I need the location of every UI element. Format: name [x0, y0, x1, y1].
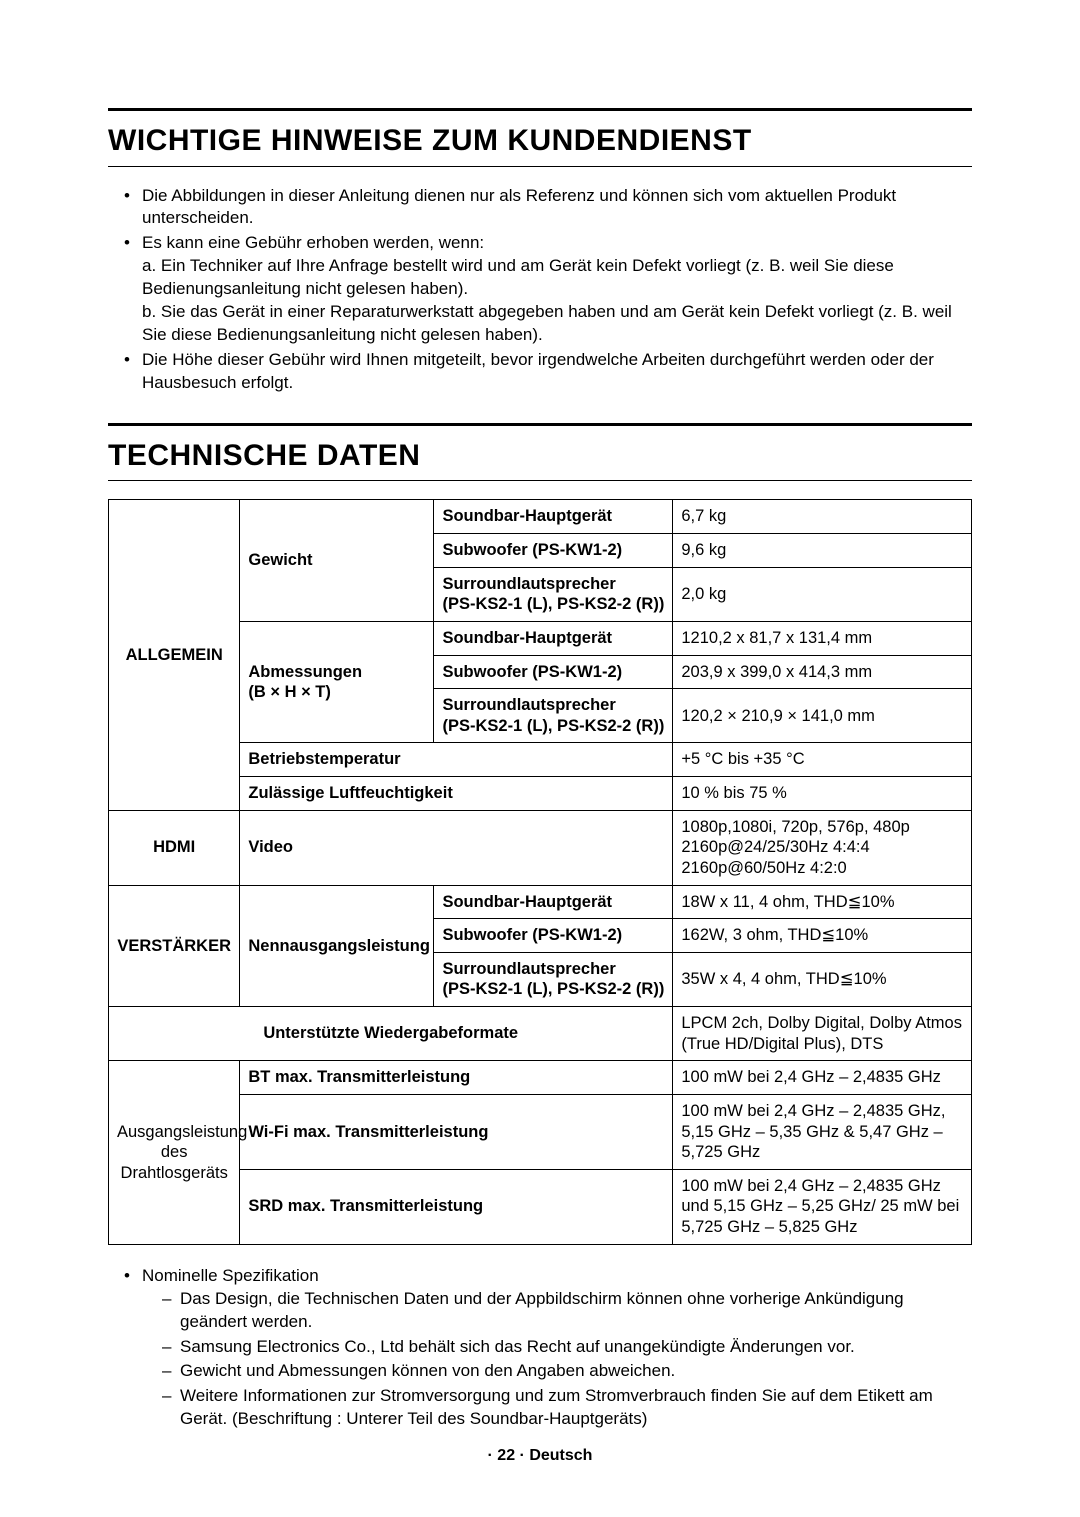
nenn-l: Nennausgangsleistung	[240, 885, 434, 1007]
gewicht-soundbar-l: Soundbar-Hauptgerät	[434, 500, 673, 534]
formate-v: LPCM 2ch, Dolby Digital, Dolby Atmos (Tr…	[673, 1007, 972, 1061]
gewicht-surr-l: Surroundlautsprecher (PS-KS2-1 (L), PS-K…	[434, 567, 673, 621]
spec-table: ALLGEMEIN Gewicht Soundbar-Hauptgerät 6,…	[108, 499, 972, 1244]
rule-top-2	[108, 423, 972, 426]
gewicht-sub-v: 9,6 kg	[673, 534, 972, 568]
feucht-l: Zulässige Luftfeuchtigkeit	[240, 777, 673, 811]
video-l: Video	[240, 810, 673, 885]
srd-v: 100 mW bei 2,4 GHz – 2,4835 GHz und 5,15…	[673, 1169, 972, 1244]
bullet-2-text: Es kann eine Gebühr erhoben werden, wenn…	[142, 233, 484, 252]
gewicht-surr-l2: (PS-KS2-1 (L), PS-KS2-2 (R))	[442, 595, 664, 613]
gewicht-sub-l: Subwoofer (PS-KW1-2)	[434, 534, 673, 568]
abm-surr-v: 120,2 × 210,9 × 141,0 mm	[673, 689, 972, 743]
abm-surr-l1: Surroundlautsprecher	[442, 696, 615, 714]
section-2-head: TECHNISCHE DATEN	[108, 436, 972, 482]
footnote-4: Weitere Informationen zur Stromversorgun…	[166, 1385, 972, 1431]
wifi-v: 100 mW bei 2,4 GHz – 2,4835 GHz, 5,15 GH…	[673, 1094, 972, 1169]
betrieb-v: +5 °C bis +35 °C	[673, 743, 972, 777]
video-v: 1080p,1080i, 720p, 576p, 480p 2160p@24/2…	[673, 810, 972, 885]
nenn-sub-l: Subwoofer (PS-KW1-2)	[434, 919, 673, 953]
footnote-lead-text: Nominelle Spezifikation	[142, 1266, 319, 1285]
nenn-soundbar-l: Soundbar-Hauptgerät	[434, 885, 673, 919]
video-v3: 2160p@60/50Hz 4:2:0	[681, 859, 846, 877]
nenn-surr-v: 35W x 4, 4 ohm, THD≦10%	[673, 952, 972, 1006]
cat-allgemein: ALLGEMEIN	[109, 500, 240, 810]
bullet-2: Es kann eine Gebühr erhoben werden, wenn…	[128, 232, 972, 347]
abm-surr-l2: (PS-KS2-1 (L), PS-KS2-2 (R))	[442, 717, 664, 735]
abm-label: Abmessungen (B × H × T)	[240, 621, 434, 743]
footnote-1: Das Design, die Technischen Daten und de…	[166, 1288, 972, 1334]
rule-top-1	[108, 108, 972, 111]
bullet-1: Die Abbildungen in dieser Anleitung dien…	[128, 185, 972, 231]
footnote-2: Samsung Electronics Co., Ltd behält sich…	[166, 1336, 972, 1359]
srd-l: SRD max. Transmitterleistung	[240, 1169, 673, 1244]
rule-thin-2	[108, 480, 972, 481]
wifi-l: Wi-Fi max. Transmitterleistung	[240, 1094, 673, 1169]
section-1-head: WICHTIGE HINWEISE ZUM KUNDENDIENST	[108, 121, 972, 167]
footnotes: Nominelle Spezifikation Das Design, die …	[108, 1265, 972, 1432]
nenn-sub-v: 162W, 3 ohm, THD≦10%	[673, 919, 972, 953]
bt-l: BT max. Transmitterleistung	[240, 1061, 673, 1095]
gewicht-surr-l1: Surroundlautsprecher	[442, 575, 615, 593]
bt-v: 100 mW bei 2,4 GHz – 2,4835 GHz	[673, 1061, 972, 1095]
feucht-v: 10 % bis 75 %	[673, 777, 972, 811]
abm-sub-l: Subwoofer (PS-KW1-2)	[434, 655, 673, 689]
betrieb-l: Betriebstemperatur	[240, 743, 673, 777]
cat-hdmi: HDMI	[109, 810, 240, 885]
rule-thin-1	[108, 166, 972, 167]
abm-label2: (B × H × T)	[248, 683, 331, 701]
gewicht-soundbar-v: 6,7 kg	[673, 500, 972, 534]
abm-surr-l: Surroundlautsprecher (PS-KS2-1 (L), PS-K…	[434, 689, 673, 743]
footnote-3: Gewicht und Abmessungen können von den A…	[166, 1360, 972, 1383]
footnote-sublist: Das Design, die Technischen Daten und de…	[142, 1288, 972, 1432]
gewicht-surr-v: 2,0 kg	[673, 567, 972, 621]
video-v2: 2160p@24/25/30Hz 4:4:4	[681, 838, 869, 856]
formate-l: Unterstützte Wiedergabeformate	[109, 1007, 673, 1061]
cat-wireless: Ausgangsleistung des Drahtlosgeräts	[109, 1061, 240, 1244]
nenn-soundbar-v: 18W x 11, 4 ohm, THD≦10%	[673, 885, 972, 919]
abm-soundbar-l: Soundbar-Hauptgerät	[434, 621, 673, 655]
bullet-2-sub-a: a. Ein Techniker auf Ihre Anfrage bestel…	[142, 255, 972, 301]
bullet-3: Die Höhe dieser Gebühr wird Ihnen mitget…	[128, 349, 972, 395]
abm-soundbar-v: 1210,2 x 81,7 x 131,4 mm	[673, 621, 972, 655]
bullet-2-sub-b: b. Sie das Gerät in einer Reparaturwerks…	[142, 301, 972, 347]
cat-verstaerker: VERSTÄRKER	[109, 885, 240, 1007]
section-2-title: TECHNISCHE DATEN	[108, 436, 972, 477]
abm-sub-v: 203,9 x 399,0 x 414,3 mm	[673, 655, 972, 689]
nenn-surr-l2: (PS-KS2-1 (L), PS-KS2-2 (R))	[442, 980, 664, 998]
service-notes-list: Die Abbildungen in dieser Anleitung dien…	[108, 185, 972, 395]
video-v1: 1080p,1080i, 720p, 576p, 480p	[681, 818, 909, 836]
footnote-lead: Nominelle Spezifikation Das Design, die …	[128, 1265, 972, 1432]
page-footer: · 22 · Deutsch	[108, 1445, 972, 1467]
gewicht-label: Gewicht	[240, 500, 434, 622]
nenn-surr-l1: Surroundlautsprecher	[442, 960, 615, 978]
section-1-title: WICHTIGE HINWEISE ZUM KUNDENDIENST	[108, 121, 972, 162]
abm-label1: Abmessungen	[248, 663, 362, 681]
nenn-surr-l: Surroundlautsprecher (PS-KS2-1 (L), PS-K…	[434, 952, 673, 1006]
